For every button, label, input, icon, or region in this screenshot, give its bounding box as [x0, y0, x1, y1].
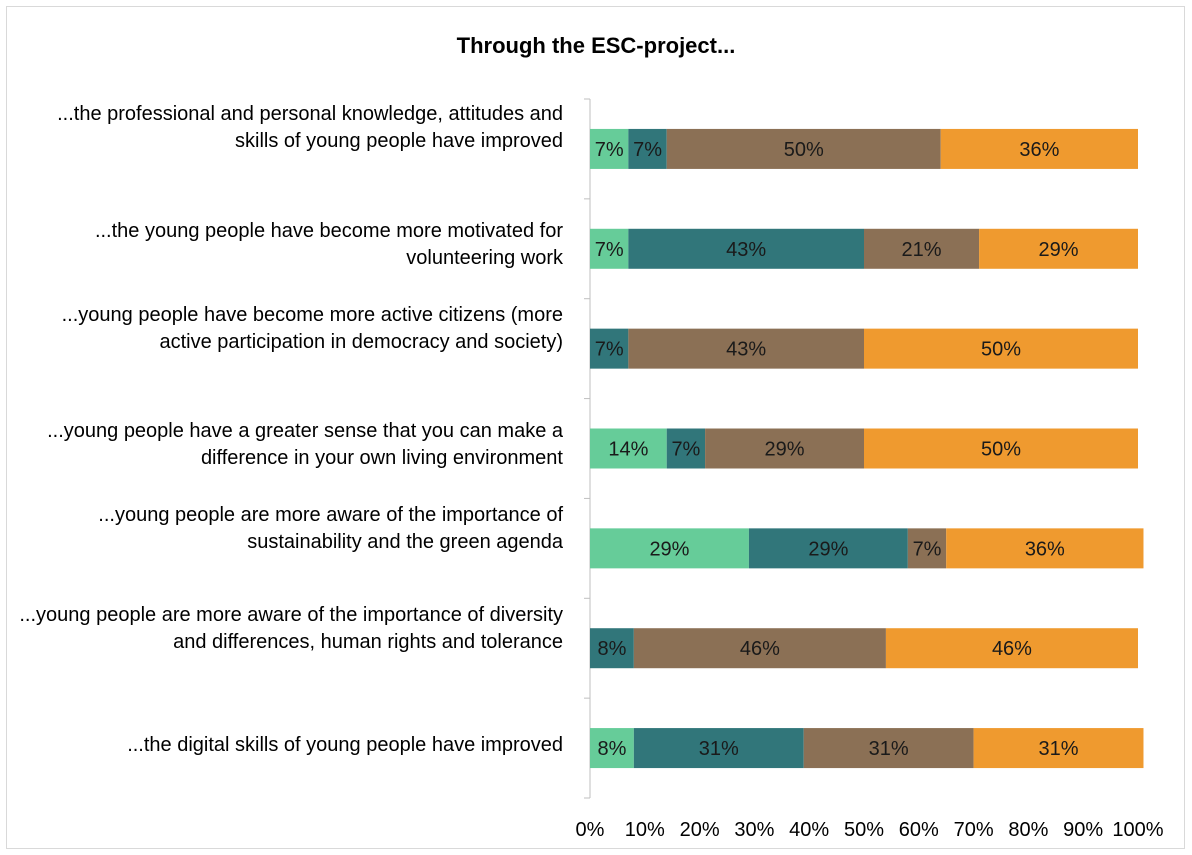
data-label: 50% — [981, 339, 1021, 361]
data-label: 7% — [595, 139, 624, 161]
bar-segment — [590, 528, 749, 569]
data-label: 50% — [981, 439, 1021, 461]
bar-segment — [666, 428, 706, 469]
bar-segment — [590, 728, 634, 769]
data-label: 29% — [649, 538, 689, 560]
bar-segment — [946, 528, 1144, 569]
x-tick-label: 80% — [1008, 819, 1048, 841]
data-label: 43% — [726, 239, 766, 261]
data-label: 8% — [597, 638, 626, 660]
bar-segment — [633, 628, 886, 669]
x-tick-label: 60% — [899, 819, 939, 841]
bar-segment — [590, 328, 629, 369]
bar-segment — [940, 128, 1138, 169]
bar-segment — [907, 528, 947, 569]
bar-segment — [864, 328, 1138, 369]
bar-segment — [590, 128, 629, 169]
data-label: 29% — [808, 538, 848, 560]
data-label: 7% — [913, 538, 942, 560]
data-label: 21% — [902, 239, 942, 261]
category-label-7: ...the digital skills of young people ha… — [127, 734, 563, 756]
x-tick-label: 20% — [680, 819, 720, 841]
bar-segment — [590, 428, 667, 469]
bar-segment — [633, 728, 804, 769]
bar-segment — [666, 128, 941, 169]
x-tick-label: 90% — [1063, 819, 1103, 841]
x-tick-label: 0% — [576, 819, 605, 841]
data-label: 31% — [869, 738, 909, 760]
data-label: 7% — [671, 439, 700, 461]
bar-segment — [705, 428, 864, 469]
x-tick-label: 10% — [625, 819, 665, 841]
bar-segment — [628, 328, 864, 369]
bar-segment — [590, 628, 634, 669]
data-label: 29% — [765, 439, 805, 461]
bar-segment — [864, 428, 1138, 469]
data-label: 50% — [784, 139, 824, 161]
bar-segment — [590, 228, 629, 269]
category-label-5: ...young people are more aware of the im… — [98, 504, 563, 553]
x-tick-label: 50% — [844, 819, 884, 841]
bar-segment — [628, 128, 667, 169]
category-label-1: ...the professional and personal knowled… — [57, 103, 563, 152]
bar-segment — [864, 228, 980, 269]
data-label: 43% — [726, 339, 766, 361]
data-label: 31% — [1039, 738, 1079, 760]
bar-segment — [885, 628, 1138, 669]
category-label-2: ...the young people have become more mot… — [94, 220, 563, 269]
bar-segment — [748, 528, 908, 569]
data-label: 7% — [595, 239, 624, 261]
data-label: 31% — [699, 738, 739, 760]
data-label: 29% — [1039, 239, 1079, 261]
data-label: 46% — [992, 638, 1032, 660]
bar-segment — [803, 728, 974, 769]
bar-segment — [973, 728, 1144, 769]
x-tick-label: 40% — [789, 819, 829, 841]
data-label: 8% — [597, 738, 626, 760]
x-tick-label: 70% — [954, 819, 994, 841]
category-label-4: ...young people have a greater sense tha… — [47, 420, 563, 469]
category-label-6: ...young people are more aware of the im… — [19, 604, 563, 653]
data-label: 7% — [595, 339, 624, 361]
x-tick-label: 100% — [1112, 819, 1163, 841]
x-tick-label: 30% — [734, 819, 774, 841]
data-label: 7% — [633, 139, 662, 161]
data-label: 36% — [1025, 538, 1065, 560]
bar-segment — [628, 228, 864, 269]
data-label: 36% — [1019, 139, 1059, 161]
data-label: 14% — [608, 439, 648, 461]
chart-title: Through the ESC-project... — [456, 33, 736, 58]
bar-segment — [979, 228, 1138, 269]
data-label: 46% — [740, 638, 780, 660]
category-label-3: ...young people have become more active … — [61, 304, 563, 353]
